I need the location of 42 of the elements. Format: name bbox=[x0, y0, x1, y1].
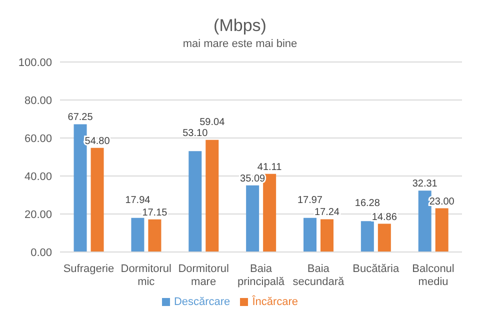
bar bbox=[188, 151, 202, 252]
x-tick-label: Dormitorul mare bbox=[178, 263, 229, 288]
y-tick-label: 60.00 bbox=[24, 132, 52, 145]
data-label: 17.97 bbox=[297, 194, 323, 206]
bar bbox=[148, 219, 162, 252]
data-label: 17.24 bbox=[314, 207, 340, 218]
bar bbox=[74, 124, 87, 252]
data-label: 16.28 bbox=[354, 198, 380, 210]
bar bbox=[246, 185, 260, 252]
bar bbox=[131, 218, 144, 252]
data-label: 32.31 bbox=[412, 178, 438, 190]
y-tick-label: 0.00 bbox=[30, 246, 52, 259]
y-tick-label: 80.00 bbox=[24, 94, 52, 107]
legend-label: Încărcare bbox=[252, 296, 298, 308]
x-tick-label: Sufragerie bbox=[63, 263, 114, 275]
data-label: 17.94 bbox=[125, 194, 151, 206]
bar bbox=[303, 218, 316, 252]
bar bbox=[320, 219, 334, 252]
y-tick-label: 40.00 bbox=[24, 170, 52, 183]
data-label: 67.25 bbox=[68, 112, 94, 124]
x-tick-label: Dormitorul mic bbox=[120, 263, 172, 288]
data-label: 14.86 bbox=[372, 212, 398, 223]
data-label: 41.11 bbox=[257, 162, 282, 173]
x-tick-label: Balconul mediu bbox=[412, 263, 454, 288]
bar bbox=[263, 174, 276, 252]
x-tick-label: Bucătăria bbox=[352, 263, 400, 275]
bar bbox=[360, 221, 374, 252]
x-tick-label: Baia principală bbox=[237, 263, 286, 288]
y-tick-label: 100.00 bbox=[18, 56, 52, 69]
y-tick-label: 20.00 bbox=[24, 208, 52, 221]
legend-label: Descărcare bbox=[174, 296, 230, 308]
bar bbox=[206, 140, 219, 252]
data-label: 17.15 bbox=[142, 207, 168, 218]
data-label: 59.04 bbox=[200, 116, 226, 128]
bar bbox=[378, 224, 391, 252]
chart-title: (Mbps) bbox=[212, 15, 268, 36]
x-tick-label: Baia secundară bbox=[292, 263, 345, 288]
chart-subtitle: mai mare este mai bine bbox=[182, 38, 298, 50]
bar bbox=[435, 208, 448, 252]
data-label: 53.10 bbox=[182, 128, 208, 140]
bar bbox=[418, 190, 432, 252]
bar bbox=[90, 148, 104, 252]
